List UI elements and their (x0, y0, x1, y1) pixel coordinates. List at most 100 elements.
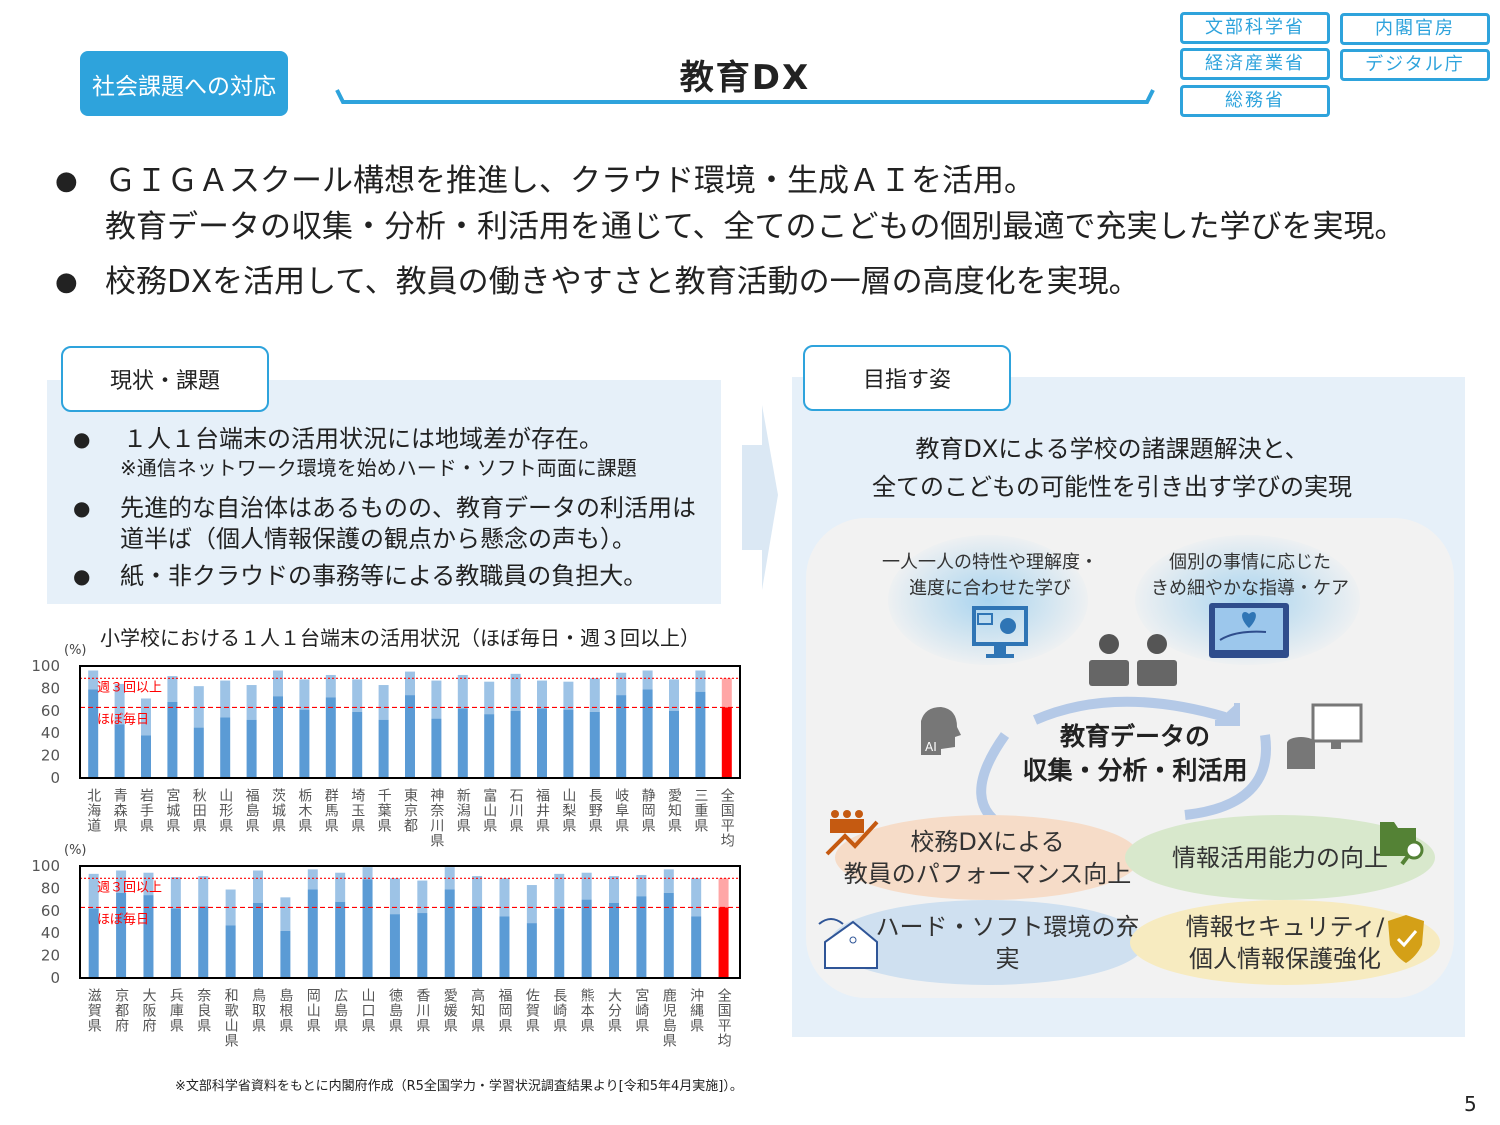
x-tick-label: 愛媛県 (442, 988, 458, 1033)
bar-weekly (170, 877, 181, 909)
x-tick-label: 鳥取県 (250, 988, 266, 1033)
bar-daily (472, 906, 483, 978)
ministry-cabinet: 内閣官房 (1340, 13, 1490, 45)
x-tick-label: 広島県 (332, 988, 348, 1033)
teacher-performance-bubble: 校務DXによる 教員のパフォーマンス向上 (835, 815, 1140, 900)
bar-weekly (193, 686, 204, 728)
reference-line-label: ほぼ毎日 (97, 911, 149, 927)
bar-weekly (220, 680, 231, 718)
x-tick-label: 静岡県 (640, 788, 656, 833)
goal-statement: 教育DXによる学校の諸課題解決と、 全てのこどもの可能性を引き出す学びの実現 (792, 430, 1432, 506)
issue-2-text: 先進的な自治体はあるものの、教育データの利活用は (120, 494, 696, 522)
x-tick-label: 神奈川県 (428, 788, 444, 848)
y-tick-label: 20 (41, 947, 60, 965)
bar-daily (581, 899, 592, 978)
bar-daily (114, 724, 125, 778)
bar-daily (325, 697, 336, 778)
issue-2: ● 先進的な自治体はあるものの、教育データの利活用は 道半ば（個人情報保護の観点… (73, 493, 713, 555)
bar-weekly (663, 869, 674, 893)
x-tick-label: 和歌山県 (223, 988, 239, 1048)
bar-weekly (141, 698, 151, 736)
database-dashboard-icon (1287, 703, 1363, 769)
bar-weekly (636, 874, 647, 897)
bar-weekly (457, 674, 468, 709)
bullet-2: ● 校務DXを活用して、教員の働きやすさと教育活動の一層の高度化を実現。 (55, 259, 1475, 305)
x-tick-label: 新潟県 (455, 788, 471, 833)
bar-daily (691, 916, 702, 978)
bar-weekly (510, 673, 521, 711)
bar-weekly (563, 681, 574, 710)
bar-weekly (273, 670, 283, 697)
x-tick-label: 三重県 (692, 788, 708, 833)
x-tick-label: 全国平均 (716, 987, 732, 1048)
bar-daily (405, 695, 415, 778)
bar-daily (721, 707, 732, 778)
bar-weekly (554, 873, 565, 909)
x-tick-label: 奈良県 (195, 988, 211, 1033)
bar-weekly (280, 897, 291, 931)
x-tick-label: 岩手県 (138, 788, 154, 833)
y-axis-unit: (%) (64, 643, 87, 658)
center-data-text: 教育データの 収集・分析・利活用 (1022, 722, 1248, 785)
school-wifi-icon (818, 918, 878, 969)
bar-daily (88, 908, 99, 978)
bar-weekly (378, 685, 389, 720)
bar-daily (695, 691, 706, 778)
chart-2: (%) 0 20 40 60 80 100 滋賀県 京都府 大阪府 兵庫県 奈良県 和歌山県 鳥取県 島根県… (31, 843, 741, 1048)
bar-weekly (718, 878, 729, 908)
bar-daily (510, 710, 521, 778)
x-tick-label: 香川県 (414, 988, 430, 1033)
bar-daily (431, 718, 442, 778)
bar-daily (273, 696, 283, 778)
footnote: ※文部科学省資料をもとに内閣府作成（R5全国学力・学習状況調査結果より[令和5年… (175, 1079, 743, 1094)
current-issues-panel (47, 380, 721, 604)
bullet-1: ● ＧＩＧＡスクール構想を推進し、クラウド環境・生成ＡＩを活用。 教育データの収… (55, 158, 1475, 250)
title-underline (335, 89, 1155, 104)
x-tick-label: 福岡県 (496, 988, 512, 1033)
bar-weekly (472, 876, 483, 907)
folder-search-icon (1380, 822, 1424, 866)
bar-weekly (88, 873, 99, 909)
x-tick-label: 山梨県 (560, 788, 576, 833)
bar-daily (167, 701, 178, 778)
bar-daily (563, 709, 574, 778)
cycle-arrows-icon (976, 696, 1271, 825)
bar-daily (193, 727, 204, 778)
x-tick-label: 茨城県 (270, 788, 286, 833)
programmers-icon (1089, 634, 1177, 686)
bar-daily (389, 914, 400, 978)
security-bubble: 情報セキュリティ/個人情報保護強化 (1130, 900, 1440, 985)
x-tick-label: 群馬県 (323, 788, 339, 833)
x-tick-label: 北海道 (85, 788, 101, 833)
arrow-right-icon (742, 405, 778, 590)
y-tick-label: 40 (41, 924, 60, 942)
x-tick-label: 千葉県 (376, 788, 392, 833)
bullet-2-line-1: 校務DXを活用して、教員の働きやすさと教育活動の一層の高度化を実現。 (105, 264, 1140, 300)
y-tick-label: 0 (50, 769, 60, 787)
x-tick-label: 全国平均 (719, 787, 735, 848)
goal-statement-line-1: 教育DXによる学校の諸課題解決と、 (915, 435, 1309, 463)
issue-1: ● １人１台端末の活用状況には地域差が存在。 ※通信ネットワーク環境を始めハード… (73, 424, 713, 481)
bullet-dot: ● (73, 427, 91, 451)
bar-daily (280, 930, 291, 978)
bar-daily (352, 711, 363, 778)
bar-daily (642, 689, 653, 778)
ministry-mic: 総務省 (1180, 85, 1330, 117)
bar-daily (499, 916, 510, 978)
bar-weekly (589, 678, 600, 712)
bar-weekly (691, 878, 702, 917)
bar-daily (198, 906, 209, 978)
ministry-mext: 文部科学省 (1180, 12, 1330, 44)
y-tick-label: 20 (41, 747, 60, 765)
bar-daily (718, 907, 729, 978)
bar-daily (417, 913, 428, 978)
bar-weekly (642, 670, 653, 690)
chart-1: (%) 0 20 40 60 80 100 北海道 青森県 岩手県 宮城県 秋田県 山形県 福島県 茨城県栃… (31, 643, 741, 848)
bar-weekly (307, 869, 318, 890)
ai-head-icon: AI (921, 707, 961, 755)
bar-daily (589, 711, 600, 778)
bar-weekly (225, 889, 236, 926)
bullet-dot: ● (73, 496, 91, 520)
current-issues-heading: 現状・課題 (61, 346, 269, 412)
x-tick-label: 長野県 (587, 788, 603, 833)
